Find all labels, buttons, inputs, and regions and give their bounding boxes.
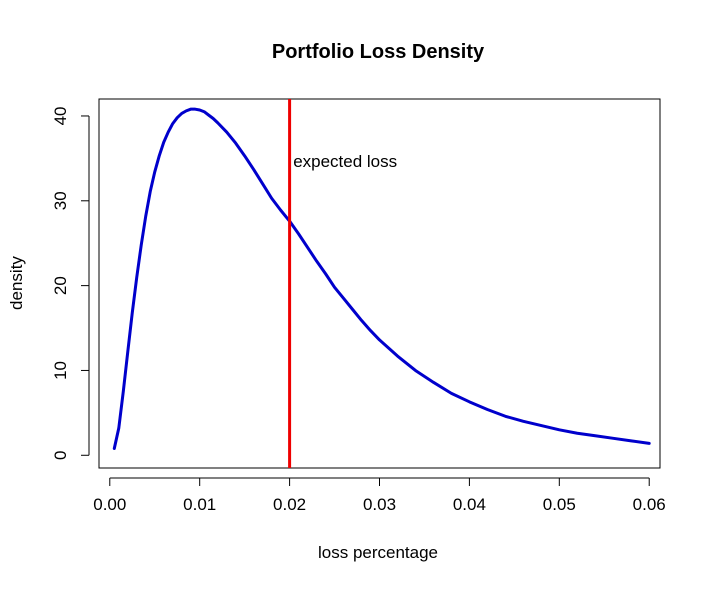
y-tick-label: 20 — [51, 276, 70, 295]
plot-frame — [98, 98, 661, 469]
x-tick-label: 0.06 — [633, 495, 666, 514]
y-axis: 0 10 20 30 40 — [51, 107, 90, 460]
plot-area: expected loss — [112, 99, 651, 468]
x-tick-label: 0.01 — [183, 495, 216, 514]
x-axis-label: loss percentage — [318, 543, 438, 562]
y-tick-label: 0 — [51, 451, 70, 460]
y-tick-label: 30 — [51, 191, 70, 210]
y-tick-label: 40 — [51, 107, 70, 126]
y-axis-label: density — [7, 256, 26, 310]
x-tick-label: 0.03 — [363, 495, 396, 514]
chart-title: Portfolio Loss Density — [272, 41, 485, 63]
x-tick-label: 0.05 — [543, 495, 576, 514]
x-tick-label: 0.02 — [273, 495, 306, 514]
x-tick-label: 0.04 — [453, 495, 486, 514]
x-tick-label: 0.00 — [93, 495, 126, 514]
y-tick-label: 10 — [51, 361, 70, 380]
density-curve — [112, 107, 651, 450]
x-axis: 0.00 0.01 0.02 0.03 0.04 0.05 0.06 — [93, 477, 666, 514]
expected-loss-annotation: expected loss — [293, 152, 397, 171]
